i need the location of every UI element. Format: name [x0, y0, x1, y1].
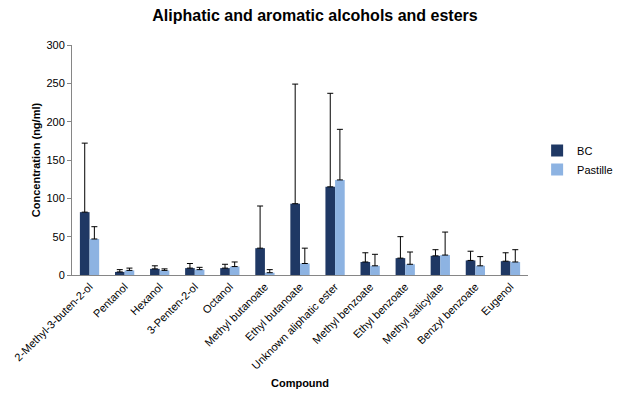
- svg-text:BC: BC: [577, 145, 592, 157]
- svg-text:200: 200: [46, 116, 64, 128]
- svg-text:Ethyl butanoate: Ethyl butanoate: [243, 281, 306, 344]
- svg-text:Aliphatic and aromatic alcohol: Aliphatic and aromatic alcohols and este…: [152, 7, 478, 24]
- svg-text:2-Methyl-3-buten-2-ol: 2-Methyl-3-buten-2-ol: [12, 281, 95, 364]
- svg-text:300: 300: [46, 39, 64, 51]
- svg-text:0: 0: [59, 269, 65, 281]
- svg-text:3-Penten-2-ol: 3-Penten-2-ol: [144, 281, 200, 337]
- svg-text:Unknown aliphatic ester: Unknown aliphatic ester: [249, 280, 340, 371]
- svg-text:Compound: Compound: [271, 377, 329, 389]
- svg-text:Methyl butanoate: Methyl butanoate: [202, 281, 270, 349]
- svg-text:50: 50: [53, 231, 65, 243]
- svg-text:Eugenol: Eugenol: [479, 281, 516, 318]
- svg-text:Pentanol: Pentanol: [91, 281, 130, 320]
- svg-text:Ethyl benzoate: Ethyl benzoate: [351, 281, 411, 341]
- svg-text:Methyl salicylate: Methyl salicylate: [380, 281, 446, 347]
- svg-text:100: 100: [46, 192, 64, 204]
- svg-text:Methyl benzoate: Methyl benzoate: [310, 281, 376, 347]
- svg-text:Pastille: Pastille: [577, 164, 612, 176]
- svg-text:Benzyl benzoate: Benzyl benzoate: [415, 281, 481, 347]
- svg-text:Concentration (ng/ml): Concentration (ng/ml): [30, 103, 42, 218]
- svg-text:250: 250: [46, 77, 64, 89]
- svg-text:150: 150: [46, 154, 64, 166]
- svg-text:Octanol: Octanol: [200, 281, 235, 316]
- svg-text:Hexanol: Hexanol: [128, 281, 165, 318]
